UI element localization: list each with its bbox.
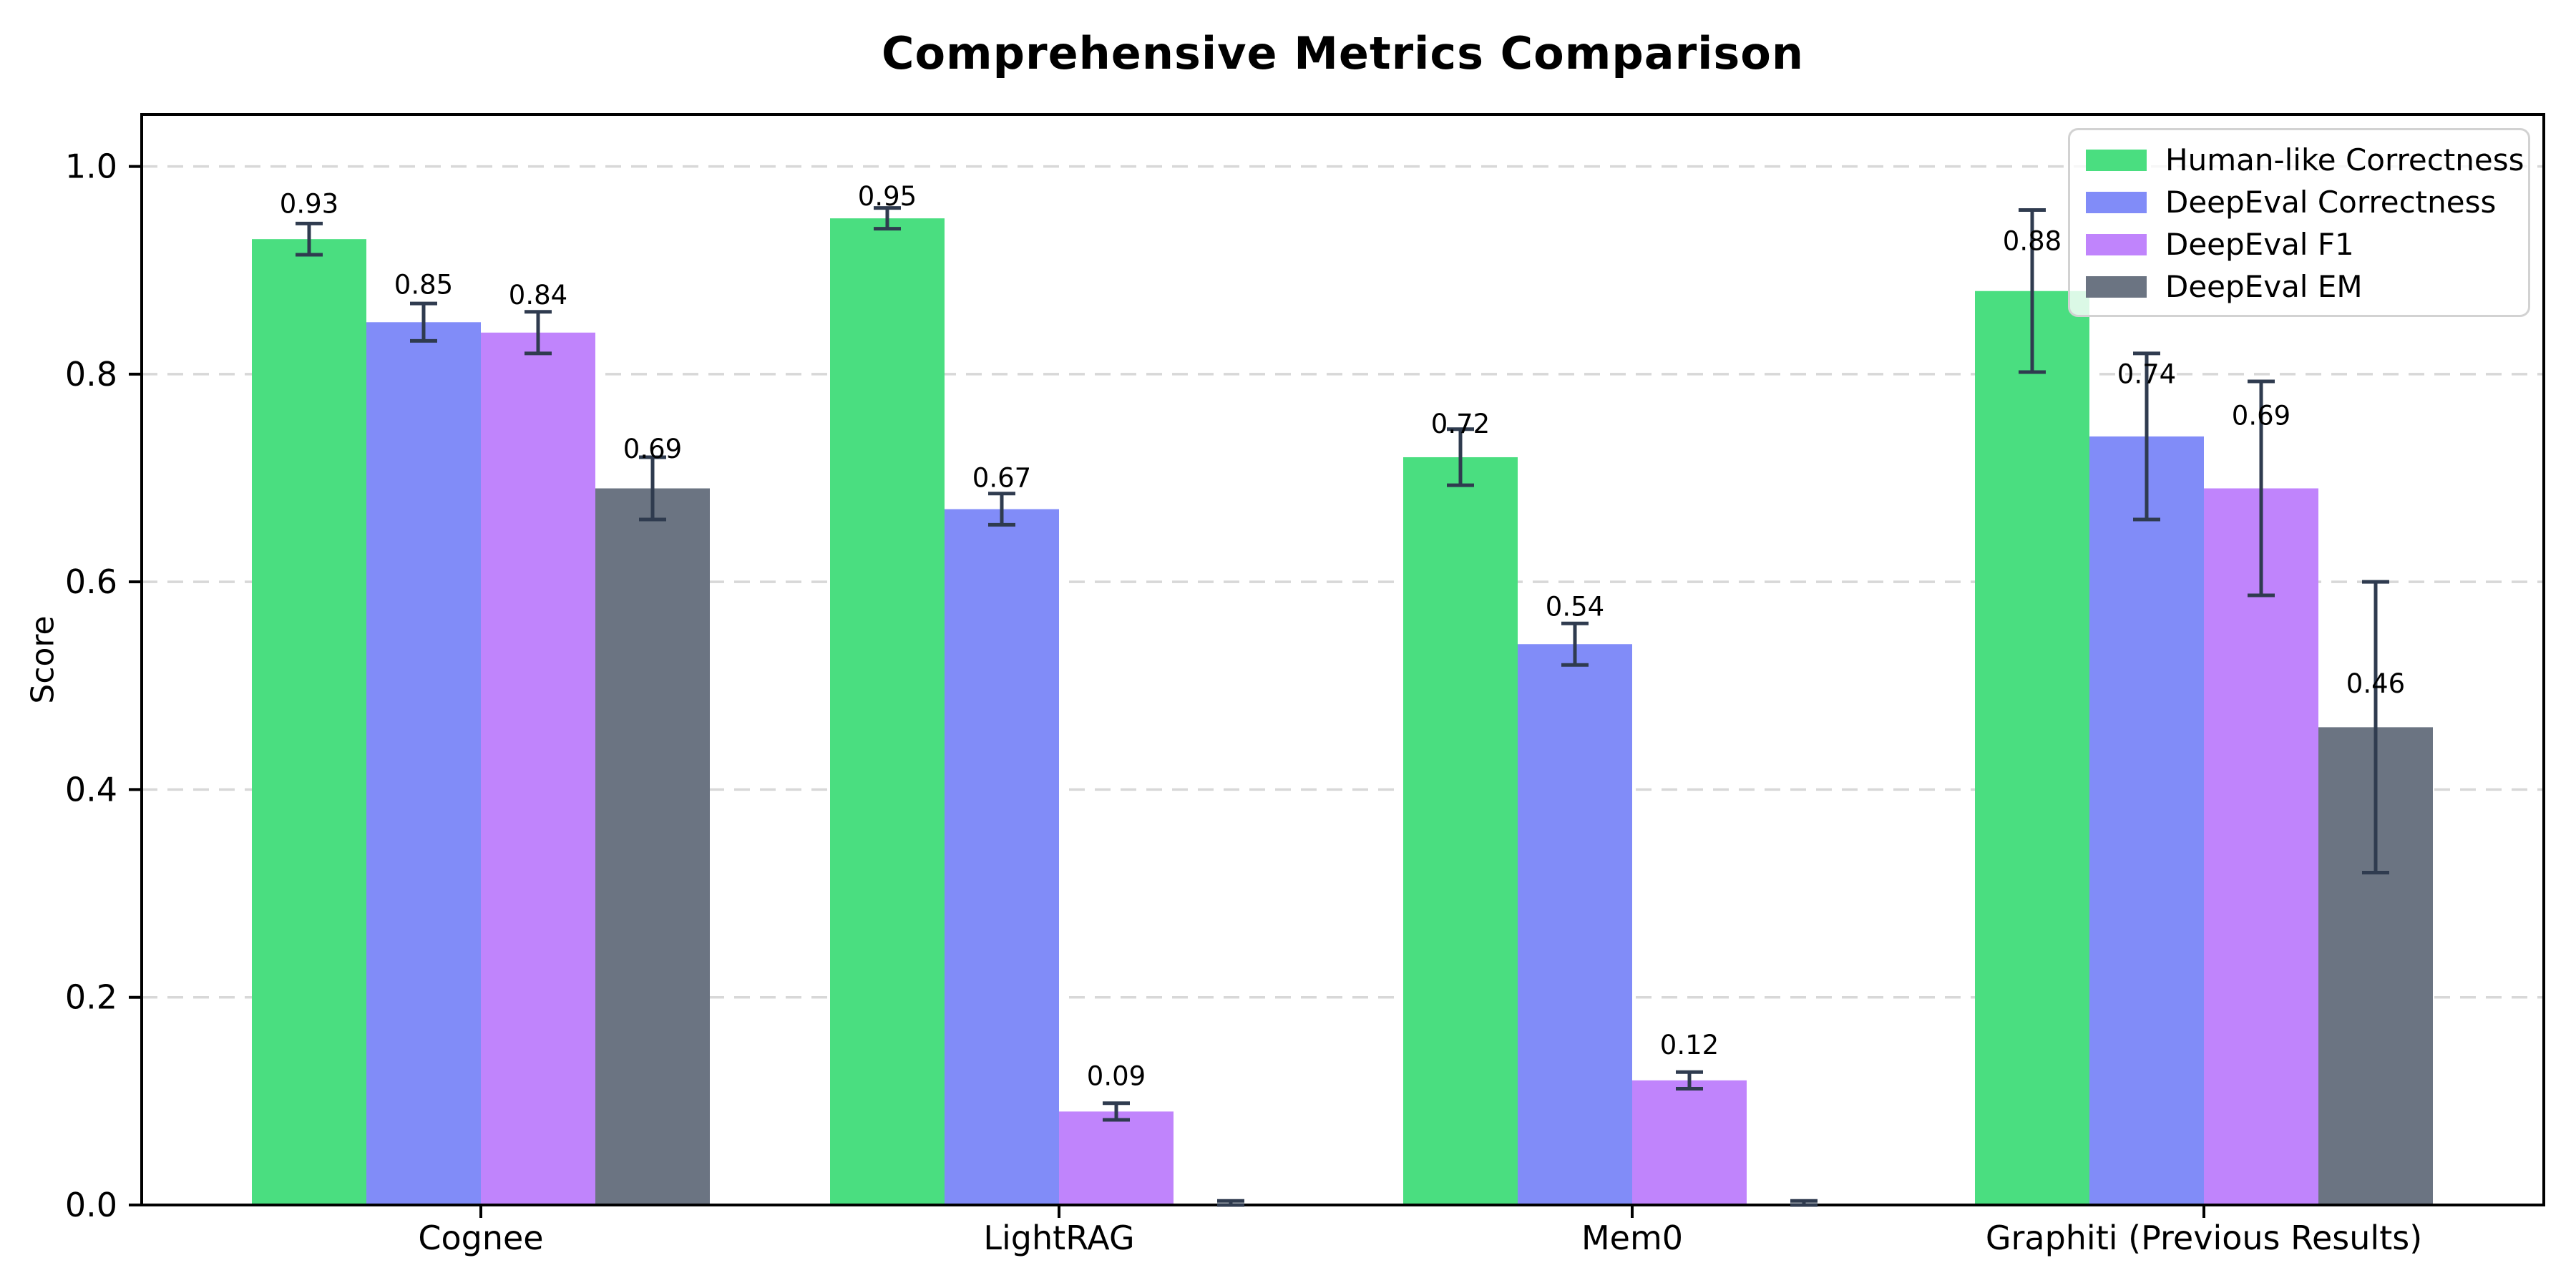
plot-border (140, 113, 2545, 1206)
y-tick-label: 1.0 (65, 147, 117, 186)
legend-swatch-deepeval-correctness (2086, 191, 2147, 213)
bar (252, 239, 366, 1206)
y-tick-label: 0.6 (65, 562, 117, 601)
legend-item: DeepEval F1 (2086, 223, 2514, 265)
legend-label: DeepEval Correctness (2165, 185, 2497, 220)
y-tick-label: 0.0 (65, 1186, 117, 1224)
value-label: 0.84 (509, 280, 567, 311)
value-label: 0.88 (2003, 226, 2062, 257)
value-label: 0.72 (1431, 409, 1490, 439)
x-tick-label: Cognee (418, 1219, 543, 1257)
bar (481, 332, 595, 1205)
value-label: 0.09 (1087, 1061, 1146, 1092)
bar (595, 488, 710, 1205)
y-tick-label: 0.4 (65, 770, 117, 809)
value-label: 0.93 (280, 188, 338, 219)
bar (945, 509, 1059, 1205)
bar (366, 322, 481, 1206)
value-label: 0.95 (858, 181, 917, 212)
bar (2089, 436, 2204, 1205)
value-label: 0.54 (1546, 591, 1604, 622)
value-label: 0.85 (394, 270, 453, 301)
chart-title: Comprehensive Metrics Comparison (881, 27, 1805, 79)
bar (1518, 644, 1632, 1205)
x-tick-label: Mem0 (1581, 1219, 1683, 1257)
legend-item: DeepEval EM (2086, 265, 2514, 308)
bar (1632, 1080, 1747, 1205)
value-label: 0.67 (972, 463, 1031, 494)
bar (1059, 1111, 1174, 1205)
bar (2204, 488, 2318, 1205)
x-tick-label: Graphiti (Previous Results) (1986, 1219, 2422, 1257)
legend-label: DeepEval EM (2165, 269, 2363, 304)
x-tick-label: LightRAG (983, 1219, 1134, 1257)
value-label: 0.46 (2346, 668, 2405, 699)
value-label: 0.74 (2117, 358, 2176, 389)
value-label: 0.69 (623, 434, 682, 464)
legend-swatch-deepeval-em (2086, 275, 2147, 298)
legend-swatch-human-like-correctness (2086, 149, 2147, 171)
bar (1975, 291, 2089, 1205)
value-label: 0.69 (2232, 400, 2290, 431)
bar (830, 218, 945, 1206)
legend: Human-like Correctness DeepEval Correctn… (2068, 128, 2530, 317)
y-tick-label: 0.2 (65, 978, 117, 1017)
legend-swatch-deepeval-f1 (2086, 233, 2147, 255)
legend-item: DeepEval Correctness (2086, 181, 2514, 223)
legend-label: DeepEval F1 (2165, 227, 2354, 262)
value-label: 0.12 (1660, 1030, 1719, 1060)
y-axis-title: Score (25, 615, 62, 703)
legend-item: Human-like Correctness (2086, 139, 2524, 181)
legend-label: Human-like Correctness (2165, 142, 2524, 177)
bar (1403, 457, 1518, 1205)
y-tick-label: 0.8 (65, 355, 117, 394)
